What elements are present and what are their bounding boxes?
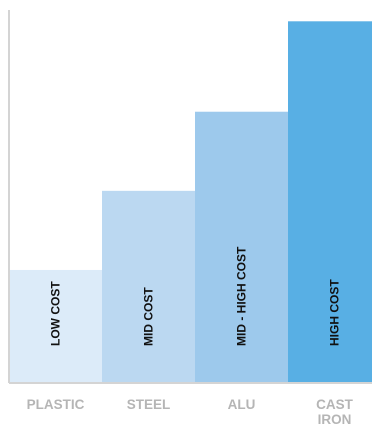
- bar-alu: [195, 111, 288, 384]
- category-label: CAST IRON: [316, 397, 354, 427]
- bar-labels-group: LOW COST MID COST MID - HIGH COST HIGH COST: [49, 246, 342, 346]
- bar-label: LOW COST: [49, 281, 63, 346]
- bar-label: HIGH COST: [328, 279, 342, 346]
- bar-plastic: [9, 269, 102, 383]
- bar-cast-iron: [288, 21, 372, 383]
- bar-label: MID - HIGH COST: [235, 246, 249, 346]
- bar-steel: [102, 190, 195, 383]
- category-label: STEEL: [127, 397, 171, 412]
- bars-group: [9, 21, 372, 384]
- bar-label: MID COST: [142, 287, 156, 346]
- category-label: PLASTIC: [27, 397, 85, 412]
- category-label: ALU: [228, 397, 256, 412]
- category-labels-group: PLASTIC STEEL ALU CAST IRON: [27, 397, 354, 427]
